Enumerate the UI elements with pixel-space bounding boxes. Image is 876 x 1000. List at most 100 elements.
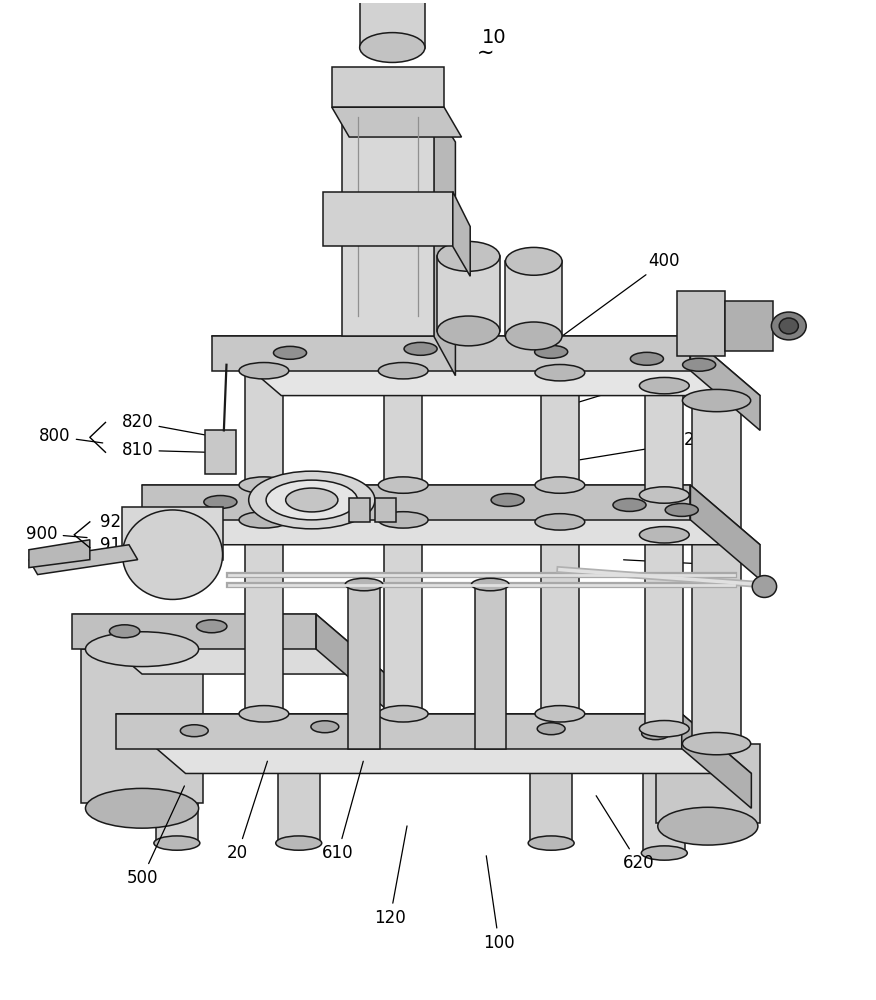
Polygon shape <box>682 714 752 808</box>
Ellipse shape <box>345 578 383 591</box>
Ellipse shape <box>658 807 758 845</box>
Polygon shape <box>540 373 579 485</box>
Text: 100: 100 <box>484 856 515 952</box>
Ellipse shape <box>180 725 208 737</box>
Polygon shape <box>690 336 760 430</box>
Ellipse shape <box>665 503 698 516</box>
Ellipse shape <box>682 733 751 755</box>
Polygon shape <box>645 535 683 729</box>
Text: 610: 610 <box>322 761 364 862</box>
Ellipse shape <box>535 477 585 493</box>
Polygon shape <box>332 67 444 107</box>
Ellipse shape <box>631 352 663 365</box>
Text: 810: 810 <box>122 441 205 459</box>
Ellipse shape <box>641 846 688 860</box>
Polygon shape <box>81 649 203 803</box>
Ellipse shape <box>311 721 339 733</box>
Ellipse shape <box>239 477 289 493</box>
Ellipse shape <box>641 751 688 766</box>
Text: 120: 120 <box>374 826 407 927</box>
Ellipse shape <box>639 487 689 503</box>
Polygon shape <box>142 485 690 520</box>
Polygon shape <box>332 107 462 137</box>
Polygon shape <box>692 401 741 744</box>
Ellipse shape <box>535 514 585 530</box>
Polygon shape <box>655 744 760 823</box>
Ellipse shape <box>437 316 500 346</box>
Ellipse shape <box>378 706 428 722</box>
Polygon shape <box>677 291 725 356</box>
Polygon shape <box>434 107 456 376</box>
Polygon shape <box>475 585 506 749</box>
Polygon shape <box>73 614 316 649</box>
Ellipse shape <box>239 363 289 379</box>
Polygon shape <box>437 256 500 331</box>
Polygon shape <box>725 301 774 351</box>
Ellipse shape <box>276 836 321 850</box>
Ellipse shape <box>239 706 289 722</box>
Polygon shape <box>116 714 752 773</box>
Polygon shape <box>384 520 422 714</box>
Polygon shape <box>644 759 685 853</box>
Ellipse shape <box>86 788 199 828</box>
Ellipse shape <box>752 576 777 597</box>
Text: ∼: ∼ <box>477 42 495 62</box>
Ellipse shape <box>491 494 524 506</box>
Polygon shape <box>212 336 690 371</box>
Ellipse shape <box>204 496 237 508</box>
Ellipse shape <box>639 527 689 543</box>
Ellipse shape <box>276 741 321 756</box>
Polygon shape <box>29 545 138 575</box>
Ellipse shape <box>239 512 289 528</box>
Ellipse shape <box>772 312 806 340</box>
Text: 10: 10 <box>483 28 507 47</box>
Text: 20: 20 <box>227 761 267 862</box>
Ellipse shape <box>537 723 565 735</box>
Text: 300: 300 <box>606 491 732 509</box>
Polygon shape <box>349 585 379 749</box>
Ellipse shape <box>639 377 689 394</box>
Text: 210: 210 <box>580 431 715 460</box>
Ellipse shape <box>154 836 200 850</box>
Ellipse shape <box>528 836 574 850</box>
Polygon shape <box>690 485 760 580</box>
Ellipse shape <box>639 721 689 737</box>
Ellipse shape <box>378 512 428 528</box>
Polygon shape <box>316 614 385 709</box>
Polygon shape <box>343 107 434 336</box>
Text: 920: 920 <box>100 513 174 531</box>
Ellipse shape <box>535 365 585 381</box>
Ellipse shape <box>534 345 568 358</box>
Text: 500: 500 <box>126 786 185 887</box>
Text: 620: 620 <box>597 796 654 872</box>
Polygon shape <box>350 498 370 522</box>
Polygon shape <box>116 714 682 749</box>
Ellipse shape <box>335 492 368 504</box>
Ellipse shape <box>682 358 716 371</box>
Ellipse shape <box>528 741 574 756</box>
Polygon shape <box>142 485 760 545</box>
Polygon shape <box>375 498 396 522</box>
Ellipse shape <box>286 488 338 512</box>
Ellipse shape <box>154 741 200 756</box>
Text: 820: 820 <box>122 413 205 435</box>
Text: 310: 310 <box>624 556 732 574</box>
Ellipse shape <box>273 346 307 359</box>
Text: 910: 910 <box>100 536 174 554</box>
Ellipse shape <box>437 241 500 271</box>
Polygon shape <box>205 430 236 474</box>
Ellipse shape <box>86 632 199 667</box>
Polygon shape <box>156 749 198 843</box>
Ellipse shape <box>404 342 437 355</box>
Ellipse shape <box>471 578 509 591</box>
Polygon shape <box>73 614 385 674</box>
Polygon shape <box>244 520 283 714</box>
Text: 800: 800 <box>39 427 102 445</box>
Ellipse shape <box>266 480 357 520</box>
Polygon shape <box>212 336 760 396</box>
Polygon shape <box>244 371 283 485</box>
Polygon shape <box>360 0 425 48</box>
Ellipse shape <box>378 363 428 379</box>
Polygon shape <box>323 192 453 246</box>
Polygon shape <box>505 261 562 336</box>
